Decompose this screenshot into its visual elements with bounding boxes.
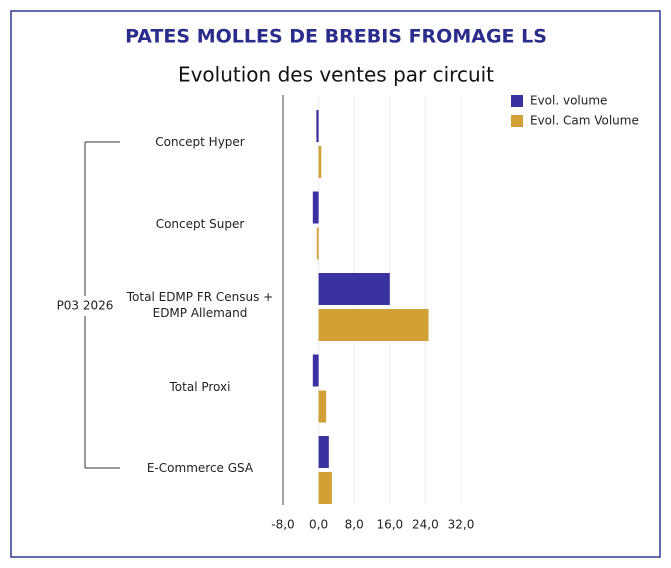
legend-label: Evol. volume bbox=[530, 94, 607, 108]
y-tick-label: Total Proxi bbox=[169, 379, 231, 394]
x-tick-label: 0,0 bbox=[309, 518, 328, 532]
bar bbox=[318, 436, 329, 468]
bar bbox=[316, 227, 319, 260]
bar bbox=[318, 146, 322, 178]
x-tick-label: 8,0 bbox=[345, 518, 364, 532]
y-tick-label: E-Commerce GSA bbox=[146, 461, 254, 475]
x-tick-label: 24,0 bbox=[412, 518, 439, 532]
bar bbox=[312, 191, 319, 224]
x-tick-label: 32,0 bbox=[448, 518, 475, 532]
bar bbox=[312, 354, 319, 387]
bracket-gap bbox=[50, 296, 120, 316]
bar bbox=[318, 273, 390, 305]
legend-swatch bbox=[511, 95, 523, 107]
bar bbox=[316, 110, 319, 142]
chart-title: PATES MOLLES DE BREBIS FROMAGE LS bbox=[125, 26, 547, 48]
y-tick-label: Total EDMP FR Census + EDMP Allemand bbox=[126, 290, 274, 320]
x-tick-label: 16,0 bbox=[376, 518, 403, 532]
y-tick-label: Concept Hyper bbox=[155, 135, 245, 149]
x-tick-label: -8,0 bbox=[271, 518, 294, 532]
bar bbox=[318, 390, 327, 423]
bar bbox=[318, 472, 332, 504]
y-tick-label: Concept Super bbox=[155, 216, 245, 231]
chart-subtitle: Evolution des ventes par circuit bbox=[178, 63, 494, 87]
legend-swatch bbox=[511, 115, 523, 127]
bar bbox=[318, 309, 429, 341]
frame bbox=[10, 10, 661, 558]
group-label: P03 2026 bbox=[57, 299, 114, 313]
legend-label: Evol. Cam Volume bbox=[530, 114, 639, 128]
